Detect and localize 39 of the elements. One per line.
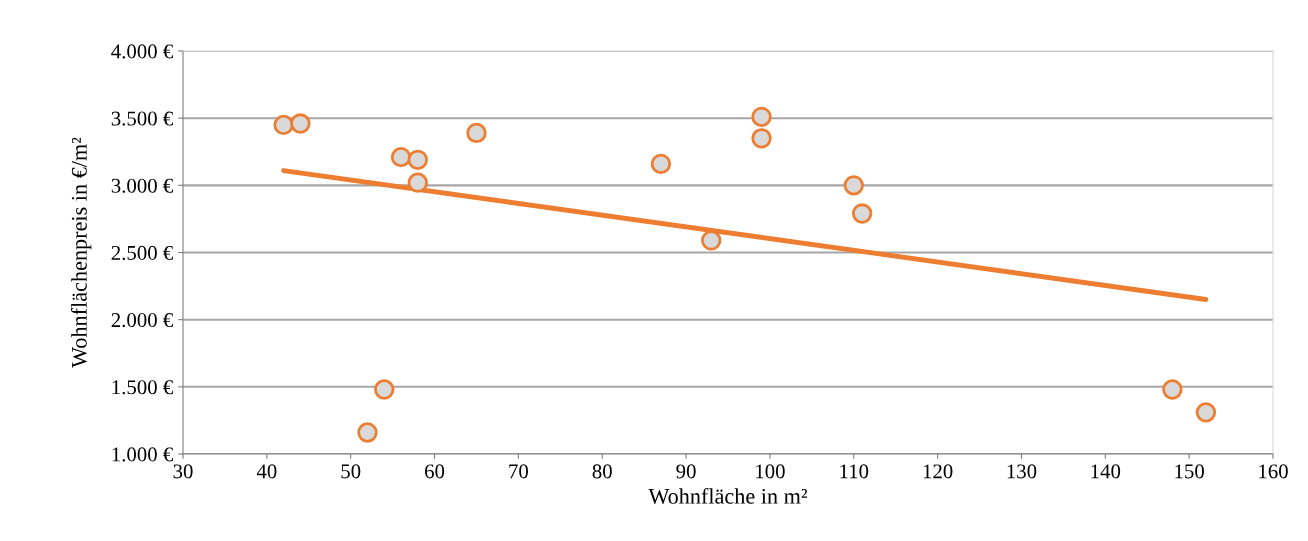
x-tick-label: 140	[1091, 464, 1121, 479]
y-tick-label: 1.000 €	[112, 447, 173, 462]
point	[843, 175, 864, 196]
point	[407, 149, 428, 170]
x-tick-label: 120	[923, 464, 953, 479]
point	[357, 422, 378, 443]
x-tick-label: 160	[1259, 464, 1288, 479]
point	[374, 379, 395, 400]
x-tick-label: 110	[840, 464, 869, 479]
y-tick-label: 4.000 €	[111, 44, 173, 59]
point	[751, 128, 772, 149]
y-tick-label: 2.000 €	[111, 313, 173, 328]
x-tick-label: 80	[592, 464, 612, 479]
point	[273, 114, 294, 136]
y-tick-label: 1.500 €	[112, 380, 173, 395]
x-tick-label: 130	[1007, 464, 1037, 479]
y-axis-title: Wohnflächenpreis in €/m²	[70, 137, 92, 368]
point	[650, 153, 672, 175]
x-tick-label: 100	[756, 464, 785, 479]
point	[1162, 379, 1183, 400]
x-tick-label: 40	[256, 464, 277, 479]
x-tick-label: 70	[509, 464, 529, 479]
point	[1195, 402, 1217, 423]
point	[851, 203, 873, 224]
x-tick-label: 60	[425, 464, 445, 479]
x-tick-label: 90	[676, 464, 696, 479]
point	[751, 106, 772, 127]
point	[701, 230, 722, 251]
point	[466, 122, 487, 144]
point	[407, 172, 428, 193]
x-tick-label: 150	[1175, 464, 1204, 479]
x-axis-title: Wohnfläche in m²	[648, 487, 808, 504]
point	[290, 113, 311, 134]
y-tick-label: 2.500 €	[111, 245, 173, 261]
y-tick-label: 3.500 €	[111, 111, 173, 126]
point	[390, 146, 412, 168]
x-tick-label: 50	[341, 464, 361, 479]
y-tick-label: 3.000 €	[111, 178, 173, 193]
x-tick-label: 30	[173, 464, 193, 479]
